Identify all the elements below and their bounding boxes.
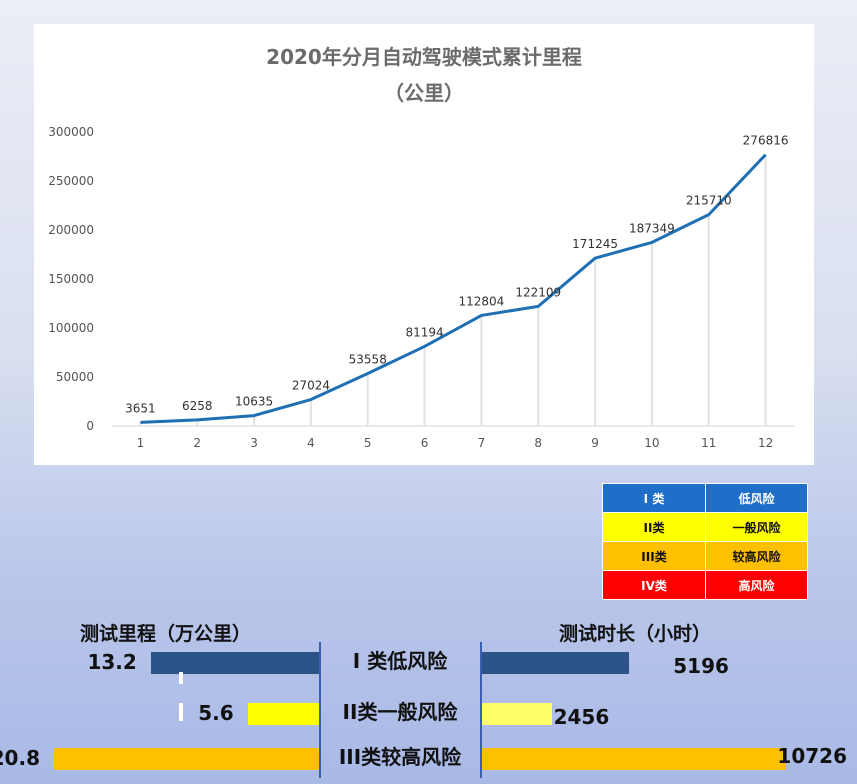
duration-heading: 测试时长（小时）: [559, 623, 712, 645]
x-tick-label: 11: [701, 436, 716, 450]
data-label: 187349: [629, 221, 675, 235]
data-label: 53558: [349, 353, 387, 367]
x-tick-label: 2: [193, 436, 201, 450]
x-tick-label: 9: [591, 436, 599, 450]
legend-class-cell: III类: [602, 541, 706, 571]
x-tick-label: 7: [478, 436, 486, 450]
data-label: 27024: [292, 379, 330, 393]
category-label: II类一般风险: [342, 700, 458, 724]
data-label: 122109: [515, 285, 561, 299]
y-tick-label: 150000: [48, 272, 94, 286]
legend-risk-cell: 高风险: [705, 570, 808, 600]
legend-risk-cell: 较高风险: [705, 541, 808, 571]
legend-row: I 类低风险: [602, 483, 808, 513]
y-tick-label: 50000: [56, 370, 94, 384]
mileage-bar: [54, 748, 319, 770]
legend-risk-cell: 低风险: [705, 483, 808, 513]
legend-row: III类 较高风险: [602, 541, 808, 571]
y-tick-label: 100000: [48, 321, 94, 335]
data-label: 112804: [459, 294, 505, 308]
legend-risk-cell: 一般风险: [705, 512, 808, 542]
duration-bar: [482, 748, 786, 770]
x-tick-label: 12: [758, 436, 773, 450]
duration-bar: [482, 703, 552, 725]
y-tick-label: 0: [86, 419, 94, 433]
data-label: 215710: [686, 194, 732, 208]
legend-class-cell: II类: [602, 512, 706, 542]
data-label: 81194: [405, 325, 443, 339]
x-tick-label: 10: [644, 436, 659, 450]
x-tick-label: 1: [137, 436, 145, 450]
mileage-heading: 测试里程（万公里）: [80, 623, 252, 645]
right-axis-line: [480, 642, 482, 778]
data-label: 171245: [572, 237, 618, 251]
bar-tick-mark: [179, 672, 183, 684]
x-tick-label: 8: [534, 436, 542, 450]
mileage-bar: [150, 652, 319, 674]
duration-value-label: 2456: [553, 705, 610, 729]
legend-row: IV类 高风险: [602, 570, 808, 600]
data-label: 10635: [235, 395, 273, 409]
legend-class-cell: I 类: [602, 483, 706, 513]
x-tick-label: 4: [307, 436, 315, 450]
chart-title: 2020年分月自动驾驶模式累计里程: [266, 45, 582, 69]
line-chart-panel: 2020年分月自动驾驶模式累计里程 （公里） 0 50000 100000 15000…: [34, 24, 814, 465]
category-label: III类较高风险: [338, 745, 462, 769]
mileage-value-label: 5.6: [198, 701, 234, 725]
series-line: [140, 153, 767, 424]
duration-value-label: 5196: [673, 654, 729, 678]
chart-subtitle: （公里）: [384, 81, 464, 105]
line-chart: 2020年分月自动驾驶模式累计里程 （公里） 0 50000 100000 15000…: [48, 45, 794, 450]
risk-legend-table: I 类低风险 II类 一般风险 III类 较高风险 IV类 高风险: [602, 483, 808, 600]
legend-class-cell: IV类: [602, 570, 706, 600]
x-tick-label: 5: [364, 436, 372, 450]
category-label: I 类低风险: [352, 649, 448, 673]
data-label: 6258: [182, 399, 213, 413]
legend-row: II类 一般风险: [602, 512, 808, 542]
y-tick-label: 200000: [48, 223, 94, 237]
data-label: 276816: [743, 134, 789, 148]
mileage-value-label: 13.2: [87, 650, 137, 674]
x-tick-label: 6: [421, 436, 429, 450]
duration-value-label: 10726: [777, 744, 847, 768]
bar-tick-mark: [179, 703, 183, 721]
left-axis-line: [319, 642, 321, 778]
x-tick-label: 3: [250, 436, 258, 450]
duration-bar: [482, 652, 630, 674]
mileage-value-label: 20.8: [0, 746, 40, 770]
y-tick-label: 300000: [48, 125, 94, 139]
y-tick-label: 250000: [48, 174, 94, 188]
data-label: 3651: [125, 401, 156, 415]
mileage-bar: [247, 703, 319, 725]
